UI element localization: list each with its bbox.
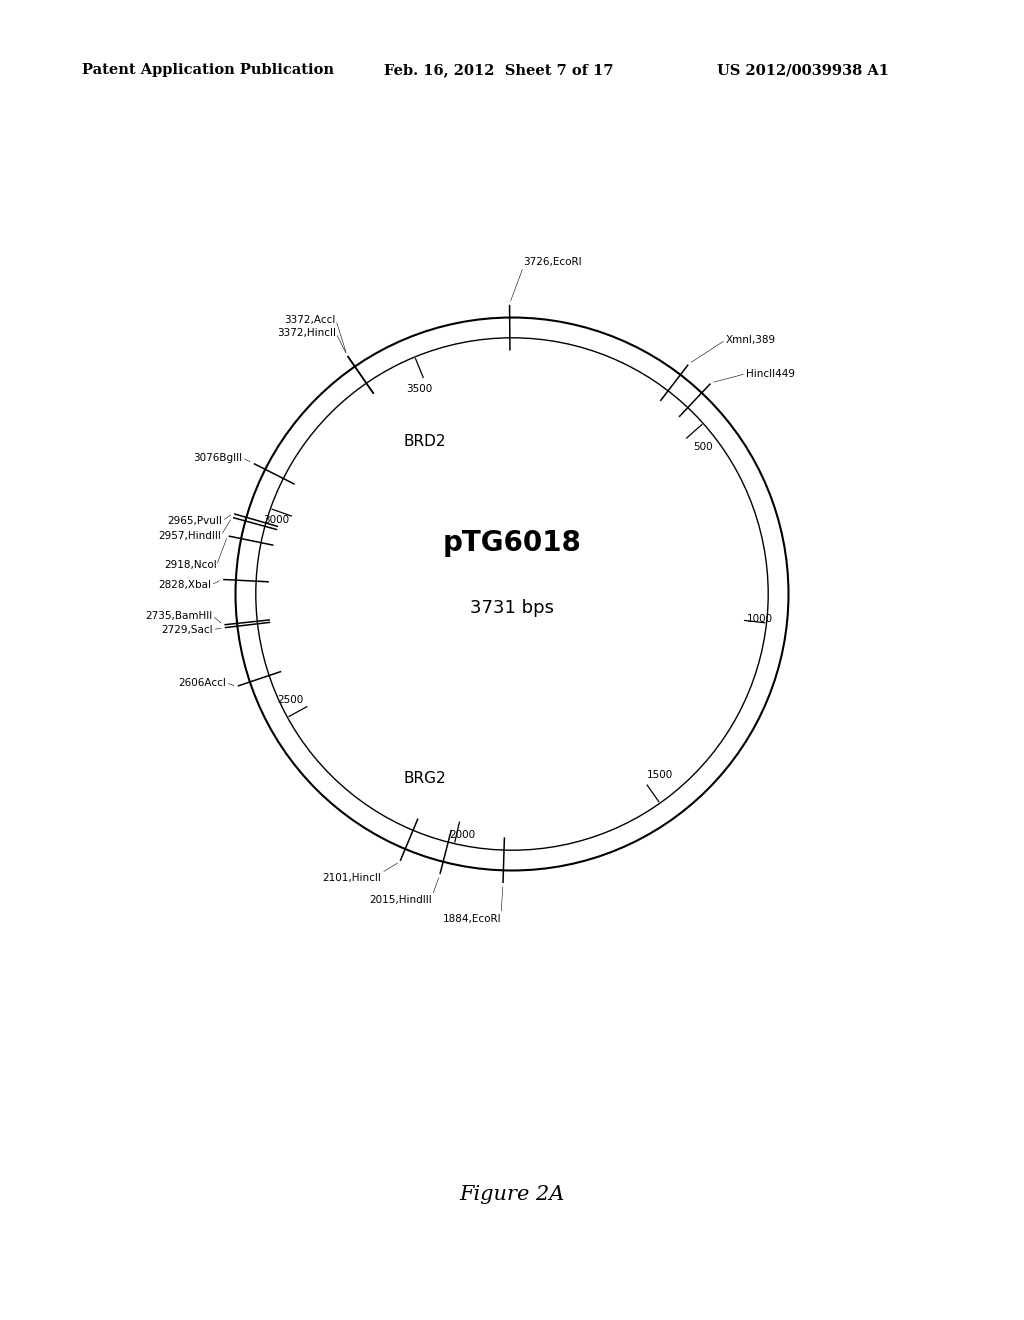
Text: 3000: 3000 (263, 515, 289, 525)
Text: 2965,PvuII: 2965,PvuII (167, 516, 222, 525)
Text: 2828,XbaI: 2828,XbaI (158, 579, 211, 590)
Text: 2729,SacI: 2729,SacI (161, 624, 213, 635)
Text: BRG2: BRG2 (403, 771, 445, 785)
Text: 3731 bps: 3731 bps (470, 599, 554, 616)
Text: pTG6018: pTG6018 (442, 529, 582, 557)
Text: 3372,HincII: 3372,HincII (276, 329, 336, 338)
Text: 3076BglII: 3076BglII (193, 453, 242, 462)
Text: XmnI,389: XmnI,389 (726, 335, 776, 345)
Text: US 2012/0039938 A1: US 2012/0039938 A1 (717, 63, 889, 78)
Text: 3500: 3500 (406, 384, 432, 395)
Text: HincII449: HincII449 (746, 368, 796, 379)
Text: 2101,HincII: 2101,HincII (323, 873, 381, 883)
Text: Patent Application Publication: Patent Application Publication (82, 63, 334, 78)
Text: BRD2: BRD2 (403, 434, 445, 449)
Text: 3726,EcoRI: 3726,EcoRI (523, 257, 582, 267)
Text: 1000: 1000 (746, 614, 772, 624)
Text: 2957,HindIII: 2957,HindIII (158, 531, 221, 541)
Text: 2606AccI: 2606AccI (178, 677, 225, 688)
Text: 2735,BamHII: 2735,BamHII (145, 611, 212, 620)
Text: 1884,EcoRI: 1884,EcoRI (442, 913, 501, 924)
Text: 500: 500 (693, 442, 713, 451)
Text: 2000: 2000 (450, 830, 475, 841)
Text: 2500: 2500 (278, 696, 303, 705)
Text: 1500: 1500 (647, 770, 673, 780)
Text: 2015,HindIII: 2015,HindIII (370, 895, 432, 906)
Text: 2918,NcoI: 2918,NcoI (164, 561, 216, 570)
Text: 3372,AccI: 3372,AccI (285, 315, 336, 325)
Text: Feb. 16, 2012  Sheet 7 of 17: Feb. 16, 2012 Sheet 7 of 17 (384, 63, 613, 78)
Text: Figure 2A: Figure 2A (460, 1185, 564, 1204)
